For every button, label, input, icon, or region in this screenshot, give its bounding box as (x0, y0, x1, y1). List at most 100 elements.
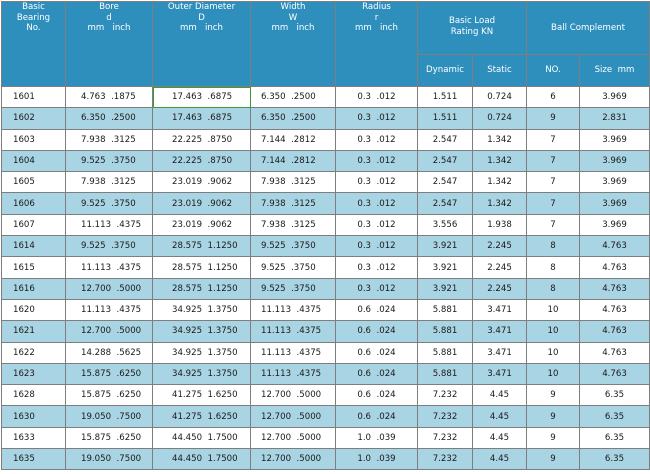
table-row: 1607 11.113 .4375 23.019 .9062 7.938 .3125 0… (1, 213, 650, 237)
cell-bore: 15.875 .6250 (65, 384, 153, 407)
cell-width: 12.700 .5000 (250, 405, 336, 428)
cell-bore: 15.875 .6250 (65, 362, 153, 386)
cell-ball-no: 9 (526, 426, 580, 450)
cell-ball-no: 9 (526, 448, 580, 471)
table-row: 1622 14.288 .5625 34.925 1.3750 11.113 .437… (1, 341, 650, 364)
cell-dynamic: 5.881 (417, 362, 473, 386)
cell-dynamic: 3.921 (417, 235, 473, 258)
cell-dynamic: 7.232 (417, 448, 473, 471)
cell-dynamic: 3.921 (417, 256, 473, 279)
cell-dynamic: 2.547 (417, 192, 473, 215)
cell-ball-no: 6 (526, 85, 580, 109)
cell-ball-size: 4.763 (579, 298, 650, 322)
cell-width: 7.938 .3125 (250, 213, 336, 237)
cell-radius: 0.3 .012 (335, 277, 418, 300)
cell-bearing-no: 1622 (1, 341, 66, 364)
cell-outer-diameter: 34.925 1.3750 (152, 341, 251, 364)
cell-ball-no: 10 (526, 298, 580, 322)
cell-outer-diameter: 34.925 1.3750 (152, 298, 251, 322)
cell-radius: 0.6 .024 (335, 341, 418, 364)
cell-bearing-no: 1604 (1, 149, 66, 173)
cell-radius: 0.3 .012 (335, 256, 418, 279)
cell-radius: 0.3 .012 (335, 128, 418, 151)
cell-bearing-no: 1633 (1, 426, 66, 450)
cell-bearing-no: 1621 (1, 320, 66, 343)
header-ball-no: NO. (526, 54, 580, 87)
cell-radius: 0.3 .012 (335, 235, 418, 258)
cell-radius: 0.6 .024 (335, 362, 418, 386)
table-row: 1605 7.938 .3125 23.019 .9062 7.938 .3125 0.… (1, 171, 650, 194)
cell-bore: 12.700 .5000 (65, 320, 153, 343)
cell-bore: 7.938 .3125 (65, 128, 153, 151)
cell-dynamic: 5.881 (417, 298, 473, 322)
table-row: 1603 7.938 .3125 22.225 .8750 7.144 .2812 0.… (1, 128, 650, 151)
cell-ball-size: 4.763 (579, 256, 650, 279)
cell-dynamic: 5.881 (417, 341, 473, 364)
cell-dynamic: 2.547 (417, 149, 473, 173)
header-radius: Radius r mm inch (335, 1, 418, 87)
cell-width: 7.938 .3125 (250, 171, 336, 194)
table-row: 1615 11.113 .4375 28.575 1.1250 9.525 .3750… (1, 256, 650, 279)
cell-outer-diameter: 34.925 1.3750 (152, 362, 251, 386)
cell-width: 12.700 .5000 (250, 426, 336, 450)
cell-bearing-no: 1620 (1, 298, 66, 322)
table-row: 1616 12.700 .5000 28.575 1.1250 9.525 .3750… (1, 277, 650, 300)
cell-static: 4.45 (472, 405, 527, 428)
cell-width: 12.700 .5000 (250, 384, 336, 407)
cell-outer-diameter: 22.225 .8750 (152, 149, 251, 173)
table-row: 1614 9.525 .3750 28.575 1.1250 9.525 .3750 0… (1, 235, 650, 258)
cell-width: 7.938 .3125 (250, 192, 336, 215)
table-row: 1602 6.350 .2500 17.463 .6875 6.350 .2500 0.… (1, 107, 650, 130)
cell-width: 11.113 .4375 (250, 341, 336, 364)
header-basic-bearing-no: Basic Bearing No. (1, 1, 66, 87)
cell-outer-diameter: 28.575 1.1250 (152, 235, 251, 258)
cell-ball-size: 4.763 (579, 277, 650, 300)
cell-outer-diameter: 23.019 .9062 (152, 171, 251, 194)
cell-ball-size: 4.763 (579, 362, 650, 386)
cell-dynamic: 2.547 (417, 171, 473, 194)
cell-static: 3.471 (472, 320, 527, 343)
cell-static: 2.245 (472, 256, 527, 279)
cell-radius: 0.6 .024 (335, 405, 418, 428)
cell-radius: 0.6 .024 (335, 298, 418, 322)
cell-bore: 6.350 .2500 (65, 107, 153, 130)
cell-ball-no: 7 (526, 149, 580, 173)
cell-bearing-no: 1623 (1, 362, 66, 386)
cell-bore: 9.525 .3750 (65, 149, 153, 173)
cell-width: 6.350 .2500 (250, 85, 336, 109)
header-basic-load-rating: Basic Load Rating KN (417, 1, 527, 55)
cell-bearing-no: 1607 (1, 213, 66, 237)
cell-outer-diameter: 17.463 .6875 (152, 85, 251, 109)
cell-ball-no: 9 (526, 107, 580, 130)
cell-dynamic: 1.511 (417, 85, 473, 109)
table-body: 1601 4.763 .1875 17.463 .6875 6.350 .2500 0.… (1, 85, 650, 471)
cell-outer-diameter: 44.450 1.7500 (152, 426, 251, 450)
cell-bore: 7.938 .3125 (65, 171, 153, 194)
cell-outer-diameter: 22.225 .8750 (152, 128, 251, 151)
cell-bore: 11.113 .4375 (65, 256, 153, 279)
cell-static: 2.245 (472, 277, 527, 300)
cell-dynamic: 5.881 (417, 320, 473, 343)
cell-bore: 11.113 .4375 (65, 298, 153, 322)
cell-bearing-no: 1606 (1, 192, 66, 215)
cell-bearing-no: 1616 (1, 277, 66, 300)
cell-width: 11.113 .4375 (250, 362, 336, 386)
cell-static: 1.342 (472, 192, 527, 215)
table-row: 1630 19.050 .7500 41.275 1.6250 12.700 .500… (1, 405, 650, 428)
cell-bearing-no: 1630 (1, 405, 66, 428)
cell-ball-no: 7 (526, 192, 580, 215)
cell-static: 4.45 (472, 384, 527, 407)
table-row: 1623 15.875 .6250 34.925 1.3750 11.113 .437… (1, 362, 650, 386)
cell-bore: 15.875 .6250 (65, 426, 153, 450)
cell-ball-size: 3.969 (579, 85, 650, 109)
cell-bore: 19.050 .7500 (65, 448, 153, 471)
cell-ball-no: 10 (526, 362, 580, 386)
header-bore: Bore d mm inch (65, 1, 153, 87)
cell-dynamic: 7.232 (417, 384, 473, 407)
cell-ball-size: 3.969 (579, 128, 650, 151)
cell-outer-diameter: 44.450 1.7500 (152, 448, 251, 471)
cell-outer-diameter: 23.019 .9062 (152, 213, 251, 237)
cell-radius: 1.0 .039 (335, 426, 418, 450)
cell-outer-diameter: 23.019 .9062 (152, 192, 251, 215)
